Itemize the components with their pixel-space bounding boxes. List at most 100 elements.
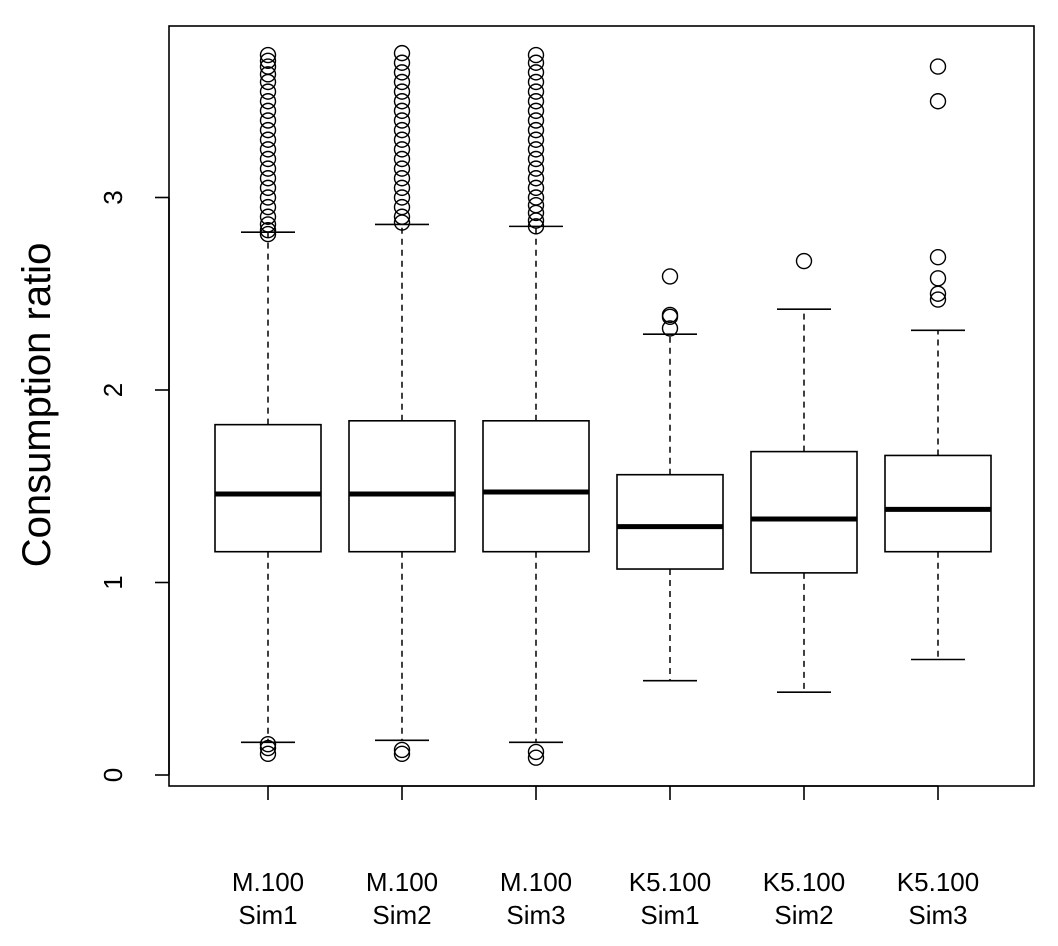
outlier-point [259, 179, 277, 197]
outlier-point [259, 222, 277, 239]
y-tick-label: 1 [98, 575, 128, 589]
outlier-point [393, 741, 411, 759]
outlier-point [393, 141, 411, 158]
outlier-point [393, 64, 411, 81]
outlier-point [259, 736, 277, 753]
outlier-point [259, 160, 277, 177]
outlier-point [527, 196, 545, 214]
y-tick-label: 2 [98, 383, 128, 397]
outlier-point [527, 102, 545, 120]
x-tick-label-line1: M.100 [232, 867, 304, 897]
outlier-point [393, 131, 411, 148]
outlier-point [393, 54, 411, 71]
outlier-point [393, 208, 411, 225]
x-tick-label-line1: K5.100 [897, 867, 979, 897]
outlier-point [393, 198, 411, 216]
x-tick-label-line1: K5.100 [629, 867, 711, 897]
box-iqr [750, 450, 858, 574]
outlier-point [259, 745, 277, 763]
outlier-point [259, 58, 277, 75]
box-iqr [214, 423, 322, 553]
outlier-point [527, 749, 545, 766]
y-axis-title: Consumption ratio [15, 243, 59, 568]
outlier-point [527, 112, 545, 129]
outlier-point [527, 170, 545, 187]
outlier-point [259, 52, 277, 70]
outlier-point [527, 73, 545, 91]
box-iqr [616, 473, 724, 570]
outlier-point [527, 160, 545, 177]
outlier-point [527, 93, 545, 110]
outlier-point [527, 83, 545, 100]
outlier-point [929, 58, 947, 75]
plot-frame [168, 25, 1035, 787]
y-tick-label: 3 [98, 190, 128, 204]
outlier-point [259, 131, 277, 148]
outlier-point [661, 320, 679, 337]
outlier-point [393, 83, 411, 100]
outlier-point [393, 160, 411, 177]
box-group [616, 268, 724, 682]
outlier-point [393, 170, 411, 187]
outlier-point [393, 73, 411, 91]
outlier-point [527, 179, 545, 197]
outlier-point [527, 150, 545, 168]
outlier-point [259, 739, 277, 757]
outlier-point [661, 268, 679, 285]
outlier-point [393, 745, 411, 763]
y-axis: 0 1 2 3 [98, 190, 170, 782]
box-group [750, 252, 858, 694]
outlier-point [259, 141, 277, 158]
box-group [214, 46, 322, 763]
outlier-point [259, 170, 277, 187]
x-tick-label-line2: Sim2 [774, 900, 833, 930]
outlier-point [661, 306, 679, 324]
outlier-point [393, 44, 411, 62]
box-iqr [482, 419, 590, 553]
outlier-point [259, 189, 277, 206]
outlier-point [259, 112, 277, 129]
outlier-point [259, 150, 277, 168]
outlier-point [929, 270, 947, 287]
box-iqr [348, 419, 456, 553]
outlier-point [393, 93, 411, 110]
x-tick-label-line1: M.100 [366, 867, 438, 897]
outlier-point [527, 141, 545, 158]
outlier-point [259, 225, 277, 243]
outlier-point [929, 291, 947, 308]
x-tick-label-line2: Sim1 [238, 900, 297, 930]
x-tick-label-line2: Sim1 [640, 900, 699, 930]
outlier-point [259, 66, 277, 83]
outlier-point [527, 218, 545, 235]
outlier-point [929, 93, 947, 110]
outlier-point [527, 743, 545, 761]
box-group [482, 46, 590, 766]
outlier-point [527, 121, 545, 139]
outlier-point [795, 252, 813, 270]
outlier-point [393, 150, 411, 168]
outlier-point [259, 83, 277, 100]
x-tick-label-line1: K5.100 [763, 867, 845, 897]
outlier-point [259, 208, 277, 225]
outlier-point [393, 189, 411, 206]
x-tick-label-line2: Sim2 [372, 900, 431, 930]
box-group [884, 58, 992, 661]
box-iqr [884, 454, 992, 553]
outlier-point [259, 121, 277, 139]
outlier-point [527, 46, 545, 64]
outlier-point [527, 131, 545, 148]
outlier-point [259, 198, 277, 216]
outlier-point [259, 216, 277, 233]
outlier-point [527, 64, 545, 81]
x-axis: M.100Sim1M.100Sim2M.100Sim3K5.100Sim1K5.… [232, 785, 979, 930]
outlier-point [527, 54, 545, 71]
outlier-point [527, 189, 545, 206]
x-tick-label-line1: M.100 [500, 867, 572, 897]
outlier-point [393, 121, 411, 139]
x-tick-label-line2: Sim3 [506, 900, 565, 930]
outlier-point [393, 102, 411, 120]
outlier-point [259, 46, 277, 64]
outlier-point [393, 112, 411, 129]
